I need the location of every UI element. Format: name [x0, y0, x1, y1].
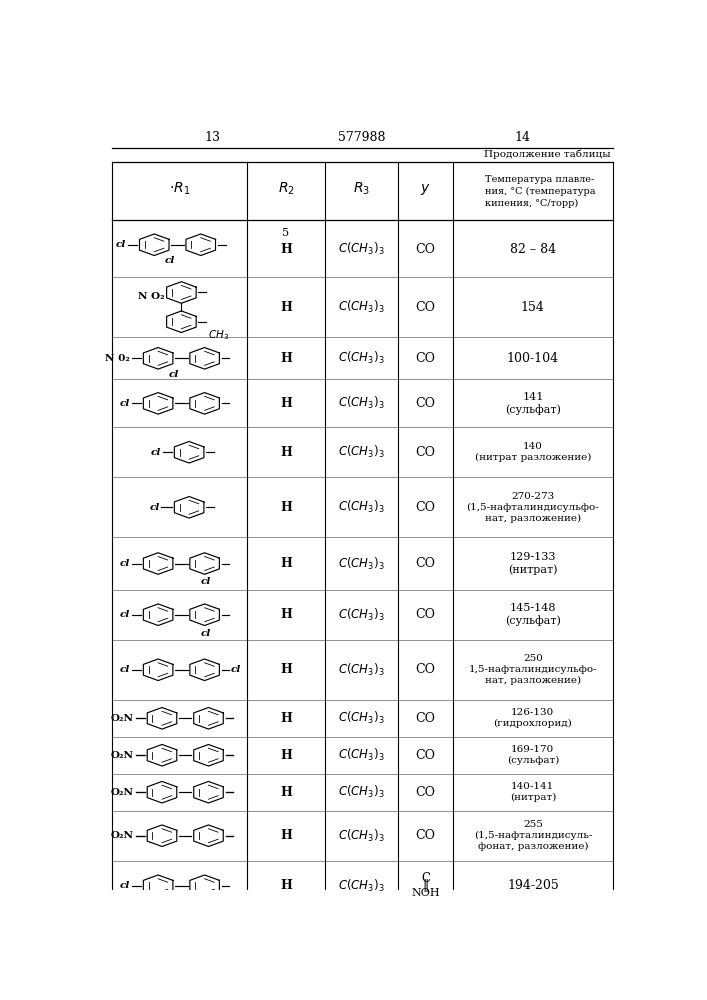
Text: 250
1,5-нафталиндисульфо-
нат, разложение): 250 1,5-нафталиндисульфо- нат, разложени… — [469, 654, 597, 685]
Text: C: C — [421, 872, 430, 885]
Text: O₂N: O₂N — [111, 714, 134, 723]
Text: 100-104: 100-104 — [507, 352, 559, 365]
Text: H: H — [280, 243, 292, 256]
Text: O₂N: O₂N — [111, 751, 134, 760]
Text: CO: CO — [416, 786, 436, 799]
Text: H: H — [280, 301, 292, 314]
Text: $C(CH_3)_3$: $C(CH_3)_3$ — [338, 662, 385, 678]
Text: H: H — [280, 749, 292, 762]
Text: cl: cl — [120, 665, 130, 674]
Text: $C(CH_3)_3$: $C(CH_3)_3$ — [338, 499, 385, 515]
Text: 255
(1,5-нафталиндисуль-
фонат, разложение): 255 (1,5-нафталиндисуль- фонат, разложен… — [474, 820, 592, 851]
Text: 126-130
(гидрохлорид): 126-130 (гидрохлорид) — [493, 708, 572, 728]
Text: $y$: $y$ — [420, 182, 431, 197]
Text: $C(CH_3)_3$: $C(CH_3)_3$ — [338, 828, 385, 844]
Text: O₂N: O₂N — [111, 788, 134, 797]
Text: cl: cl — [116, 240, 127, 249]
Text: $C(CH_3)_3$: $C(CH_3)_3$ — [338, 607, 385, 623]
Text: H: H — [280, 712, 292, 725]
Text: cl: cl — [151, 448, 161, 457]
Text: Продолжение таблицы: Продолжение таблицы — [484, 149, 611, 159]
Text: $C(CH_3)_3$: $C(CH_3)_3$ — [338, 710, 385, 726]
Text: 577988: 577988 — [338, 131, 386, 144]
Text: cl: cl — [120, 881, 130, 890]
Text: cl: cl — [120, 559, 130, 568]
Text: 145-148
(сульфат): 145-148 (сульфат) — [505, 603, 561, 626]
Text: CO: CO — [416, 608, 436, 621]
Text: 270-273
(1,5-нафталиндисульфо-
нат, разложение): 270-273 (1,5-нафталиндисульфо- нат, разл… — [467, 492, 600, 523]
Text: $R_3$: $R_3$ — [353, 181, 370, 198]
Text: cl: cl — [201, 629, 211, 638]
Text: 129-133
(нитрат): 129-133 (нитрат) — [508, 552, 558, 575]
Text: CO: CO — [416, 501, 436, 514]
Text: CO: CO — [416, 243, 436, 256]
Text: CO: CO — [416, 352, 436, 365]
Text: NOH: NOH — [411, 888, 440, 898]
Text: H: H — [280, 786, 292, 799]
Text: 13: 13 — [204, 131, 221, 144]
Text: N O₂: N O₂ — [139, 292, 165, 301]
Text: 140-141
(нитрат): 140-141 (нитрат) — [510, 782, 556, 802]
Text: $C(CH_3)_3$: $C(CH_3)_3$ — [338, 444, 385, 460]
Text: cl: cl — [231, 665, 241, 674]
Text: Температура плавле-
ния, °C (температура
кипения, °C/торр): Температура плавле- ния, °C (температура… — [485, 175, 596, 208]
Text: $C(CH_3)_3$: $C(CH_3)_3$ — [338, 878, 385, 894]
Text: CO: CO — [416, 829, 436, 842]
Text: H: H — [280, 829, 292, 842]
Text: CO: CO — [416, 749, 436, 762]
Text: 154: 154 — [521, 301, 545, 314]
Text: H: H — [280, 557, 292, 570]
Text: $CH_3$: $CH_3$ — [208, 328, 229, 342]
Text: cl: cl — [169, 370, 180, 379]
Text: $\cdot R_1$: $\cdot R_1$ — [169, 181, 190, 198]
Text: cl: cl — [149, 503, 160, 512]
Text: CO: CO — [416, 397, 436, 410]
Text: cl: cl — [120, 399, 130, 408]
Text: 140
(нитрат разложение): 140 (нитрат разложение) — [474, 442, 591, 462]
Text: $C(CH_3)_3$: $C(CH_3)_3$ — [338, 555, 385, 572]
Text: O₂N: O₂N — [111, 831, 134, 840]
Text: 14: 14 — [515, 131, 530, 144]
Text: CO: CO — [416, 663, 436, 676]
Text: $R_2$: $R_2$ — [278, 181, 294, 198]
Text: H: H — [280, 879, 292, 892]
Text: CO: CO — [416, 712, 436, 725]
Text: H: H — [280, 352, 292, 365]
Text: 169-170
(сульфат): 169-170 (сульфат) — [507, 745, 559, 765]
Text: 82 – 84: 82 – 84 — [510, 243, 556, 256]
Text: 141
(сульфат): 141 (сульфат) — [505, 392, 561, 415]
Text: H: H — [280, 501, 292, 514]
Text: CO: CO — [416, 446, 436, 459]
Text: CO: CO — [416, 557, 436, 570]
Text: N 0₂: N 0₂ — [105, 354, 130, 363]
Text: $C(CH_3)_3$: $C(CH_3)_3$ — [338, 241, 385, 257]
Text: $C(CH_3)_3$: $C(CH_3)_3$ — [338, 784, 385, 800]
Text: $C(CH_3)_3$: $C(CH_3)_3$ — [338, 747, 385, 763]
Text: cl: cl — [120, 610, 130, 619]
Text: cl: cl — [201, 577, 211, 586]
Text: H: H — [280, 397, 292, 410]
Text: H: H — [280, 608, 292, 621]
Text: H: H — [280, 663, 292, 676]
Text: $C(CH_3)_3$: $C(CH_3)_3$ — [338, 299, 385, 315]
Text: 5: 5 — [282, 228, 290, 238]
Text: 194-205: 194-205 — [507, 879, 559, 892]
Text: cl: cl — [164, 256, 175, 265]
Text: CO: CO — [416, 301, 436, 314]
Text: H: H — [280, 446, 292, 459]
Text: ‖: ‖ — [422, 879, 428, 892]
Text: $C(CH_3)_3$: $C(CH_3)_3$ — [338, 395, 385, 411]
Text: $C(CH_3)_3$: $C(CH_3)_3$ — [338, 350, 385, 366]
